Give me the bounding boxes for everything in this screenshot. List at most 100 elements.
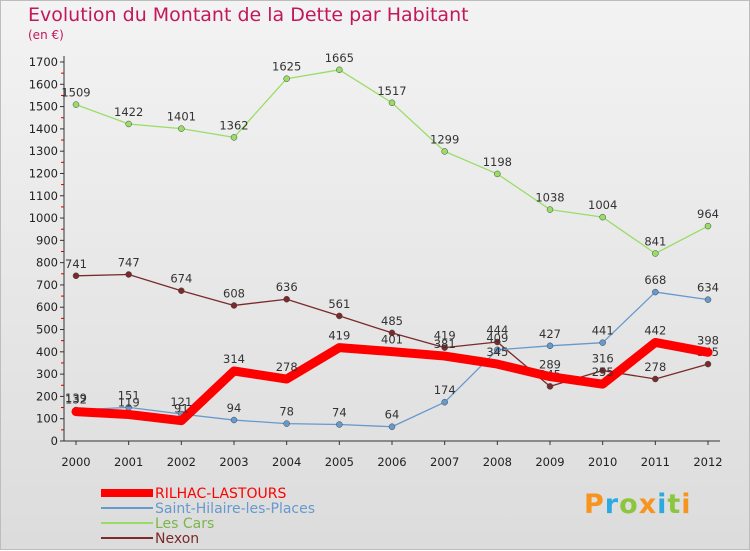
x-tick-label: 2001 <box>114 455 143 469</box>
data-label: 151 <box>118 388 140 402</box>
data-label: 94 <box>227 401 242 415</box>
data-point <box>336 421 343 428</box>
y-tick-label: 600 <box>36 300 58 314</box>
data-label: 561 <box>328 297 350 311</box>
data-point <box>704 222 712 230</box>
y-tick-label: 1300 <box>29 144 58 158</box>
x-tick-label: 2012 <box>693 455 722 469</box>
x-tick-label: 2008 <box>483 455 512 469</box>
data-label: 278 <box>644 360 666 374</box>
data-label: 634 <box>697 281 719 295</box>
data-label: 1665 <box>325 51 354 65</box>
data-point <box>388 329 396 337</box>
proxiti-logo: Proxiti <box>584 489 692 520</box>
data-label: 419 <box>434 329 456 343</box>
data-point <box>546 342 554 350</box>
data-point <box>441 398 448 406</box>
x-tick-label: 2009 <box>535 455 564 469</box>
data-label: 119 <box>118 395 140 409</box>
data-label: 441 <box>592 324 614 338</box>
data-label: 121 <box>170 395 192 409</box>
y-tick-label: 1200 <box>29 166 58 180</box>
data-point <box>494 338 501 346</box>
data-point <box>546 383 554 390</box>
data-point <box>652 288 659 296</box>
y-tick-label: 800 <box>36 256 58 270</box>
y-tick-label: 100 <box>36 412 58 426</box>
data-label: 419 <box>328 329 350 343</box>
data-label: 608 <box>223 286 245 300</box>
data-point <box>72 101 80 108</box>
data-label: 485 <box>381 314 403 328</box>
data-point <box>336 66 343 74</box>
y-tick-label: 500 <box>36 323 58 337</box>
data-point <box>283 420 290 427</box>
data-point <box>546 206 554 213</box>
data-label: 381 <box>434 337 456 351</box>
x-tick-label: 2007 <box>430 455 459 469</box>
data-label: 1422 <box>114 105 143 119</box>
data-label: 1517 <box>377 84 406 98</box>
data-label: 278 <box>276 360 298 374</box>
data-point <box>230 134 238 141</box>
y-tick-label: 700 <box>36 278 58 292</box>
data-point <box>441 148 448 155</box>
data-point <box>599 367 606 374</box>
data-label: 64 <box>385 408 400 422</box>
data-point <box>652 250 659 257</box>
data-point <box>283 75 290 82</box>
y-tick-label: 900 <box>36 233 58 247</box>
data-label: 174 <box>434 383 456 397</box>
data-label: 345 <box>486 345 508 359</box>
data-label: 74 <box>332 406 347 420</box>
data-label: 255 <box>592 365 614 379</box>
data-point <box>125 120 132 128</box>
y-tick-label: 1700 <box>29 55 58 69</box>
data-point <box>230 302 238 309</box>
data-label: 442 <box>644 323 666 337</box>
x-tick-label: 2003 <box>219 455 248 469</box>
data-label: 444 <box>486 323 508 337</box>
data-label: 1362 <box>219 118 248 132</box>
data-point <box>283 295 290 303</box>
data-label: 139 <box>65 391 87 405</box>
data-label: 91 <box>174 402 189 416</box>
y-tick-label: 1600 <box>29 77 58 91</box>
data-label: 289 <box>539 358 561 372</box>
data-label: 409 <box>486 331 508 345</box>
x-tick-label: 2006 <box>377 455 406 469</box>
data-point <box>178 125 185 132</box>
data-point <box>599 339 606 346</box>
y-tick-label: 1100 <box>29 189 58 203</box>
data-point <box>494 346 501 354</box>
data-label: 401 <box>381 333 403 347</box>
data-label: 841 <box>644 235 666 249</box>
y-tick-label: 400 <box>36 345 58 359</box>
y-tick-label: 1400 <box>29 122 58 136</box>
y-tick-label: 300 <box>36 367 58 381</box>
y-tick-label: 200 <box>36 389 58 403</box>
data-point <box>704 296 712 303</box>
x-tick-label: 2002 <box>167 455 196 469</box>
data-point <box>494 170 501 178</box>
legend-label: Nexon <box>155 531 199 547</box>
legend-label: Saint-Hilaire-les-Places <box>155 501 315 517</box>
data-label: 314 <box>223 352 245 366</box>
data-point <box>704 360 712 368</box>
data-label: 741 <box>65 257 87 271</box>
data-point <box>441 344 448 351</box>
data-label: 1038 <box>535 191 564 205</box>
data-point <box>178 287 185 294</box>
data-label: 747 <box>118 255 140 269</box>
data-point <box>652 375 659 383</box>
x-tick-label: 2005 <box>325 455 354 469</box>
data-point <box>388 99 396 107</box>
data-label: 1509 <box>61 86 90 100</box>
y-tick-label: 0 <box>51 434 58 448</box>
data-label: 674 <box>170 272 192 286</box>
data-label: 636 <box>276 280 298 294</box>
x-tick-label: 2004 <box>272 455 301 469</box>
data-point <box>388 423 396 430</box>
